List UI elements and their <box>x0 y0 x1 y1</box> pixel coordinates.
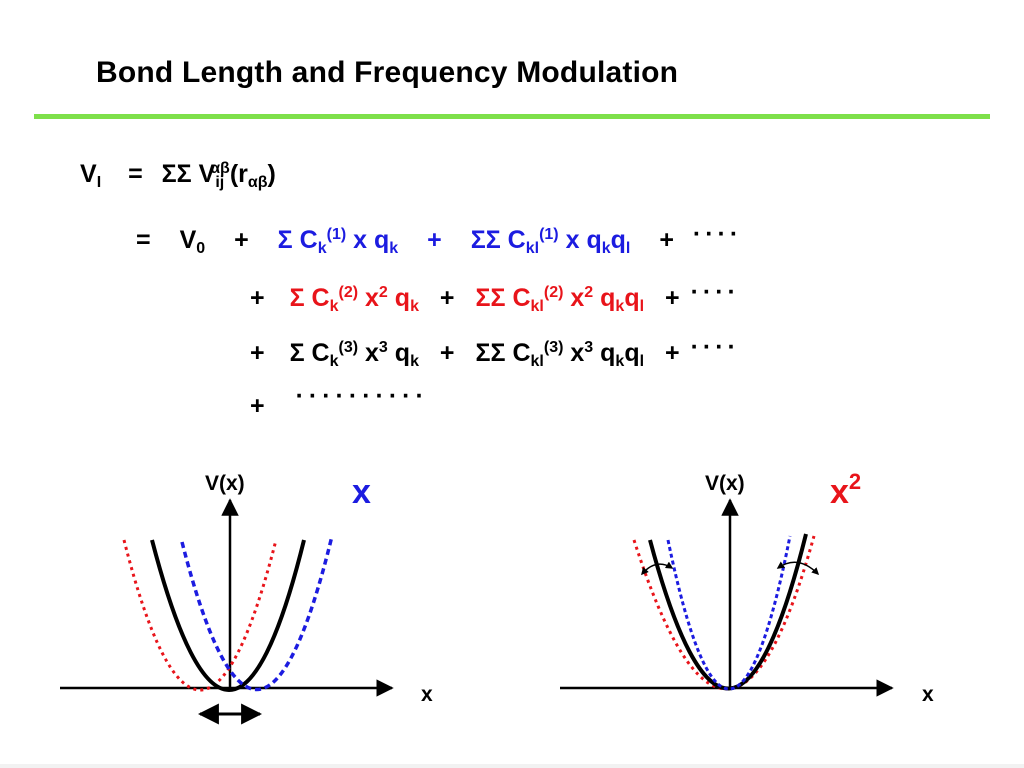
equation-line-4: + Σ Ck(3) x3 qk + ΣΣ Ckl(3) x3 qkql + ··… <box>250 333 740 370</box>
right-curvature-arrow <box>776 561 820 576</box>
y-axis-label: V(x) <box>705 472 745 495</box>
slide-title: Bond Length and Frequency Modulation <box>96 56 679 89</box>
eq-potential: Vijαβ <box>198 160 230 191</box>
blue-shifted-potential-curve <box>180 535 334 692</box>
eq-ellipsis: ···· <box>690 278 740 306</box>
black-reference-potential-curve <box>648 533 808 691</box>
eq-argument: (rαβ) <box>229 160 276 191</box>
right-potential-plot: V(x) x x2 <box>560 469 934 706</box>
equation-line-1: VI = ΣΣ Vijαβ(rαβ) <box>80 160 276 191</box>
eq-plus: + <box>665 284 680 312</box>
plot-tag-x: x <box>352 473 371 511</box>
eq-ellipsis: ·········· <box>295 382 429 410</box>
eq-plus: + <box>439 339 455 367</box>
eq-linear-pair-term: ΣΣ Ckl(1) x qkql <box>470 226 631 257</box>
y-axis-label: V(x) <box>205 472 245 495</box>
equation-line-2: = V0 + Σ Ck(1) x qk + ΣΣ Ckl(1) x qkql +… <box>136 220 742 257</box>
title-divider <box>34 114 990 119</box>
x-axis-label: x <box>421 683 433 706</box>
eq-plus: + <box>439 284 455 312</box>
eq-plus: + <box>250 392 265 420</box>
eq-ellipsis: ···· <box>692 220 743 248</box>
red-shifted-potential-curve <box>122 539 278 692</box>
footer-divider <box>0 764 1024 768</box>
eq-cubic-single-term: Σ Ck(3) x3 qk <box>289 339 419 370</box>
x-axis-label: x <box>922 683 934 706</box>
eq-plus: + <box>659 226 674 254</box>
left-curvature-arrow <box>641 561 674 576</box>
eq-linear-single-term: Σ Ck(1) x qk <box>277 226 399 257</box>
eq-plus: + <box>665 339 680 367</box>
eq-equals: = <box>136 226 151 254</box>
eq-quadratic-single-term: Σ Ck(2) x2 qk <box>289 284 419 315</box>
eq-lhs: VI <box>80 160 102 191</box>
equation-line-5: + ·········· <box>250 382 429 421</box>
blue-narrow-potential-curve <box>666 535 792 691</box>
eq-equals: = <box>128 160 143 188</box>
eq-double-sum: ΣΣ <box>161 160 192 188</box>
eq-v0: V0 <box>179 226 206 257</box>
eq-plus: + <box>250 284 265 312</box>
left-potential-plot: V(x) x x <box>60 472 433 725</box>
red-wide-potential-curve <box>632 535 816 691</box>
eq-quadratic-pair-term: ΣΣ Ckl(2) x2 qkql <box>475 284 645 315</box>
eq-plus: + <box>234 226 249 254</box>
equation-line-3: + Σ Ck(2) x2 qk + ΣΣ Ckl(2) x2 qkql + ··… <box>250 278 740 315</box>
eq-ellipsis: ···· <box>690 333 740 361</box>
eq-plus: + <box>250 339 265 367</box>
eq-plus: + <box>427 226 442 254</box>
eq-cubic-pair-term: ΣΣ Ckl(3) x3 qkql <box>475 339 645 370</box>
black-reference-potential-curve <box>150 539 306 692</box>
plot-tag-x-squared: x2 <box>830 469 861 511</box>
